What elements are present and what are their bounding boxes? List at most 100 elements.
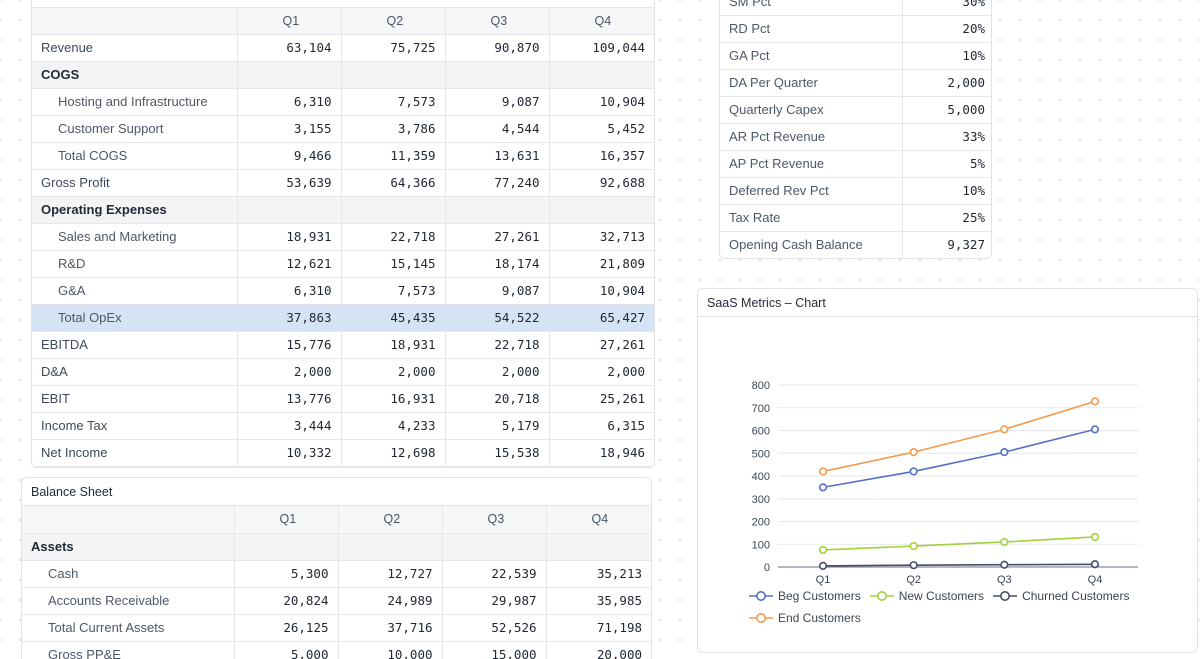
income-cell-q2[interactable]: 4,233 — [341, 412, 446, 440]
income-cell-q1[interactable]: 63,104 — [237, 34, 342, 62]
income-cell-q2[interactable]: 2,000 — [341, 358, 446, 386]
balance-cell-q4[interactable] — [546, 533, 651, 561]
param-value[interactable]: 10% — [902, 42, 991, 70]
income-cell-q1[interactable]: 18,931 — [237, 223, 342, 251]
income-cell-q3[interactable]: 27,261 — [445, 223, 550, 251]
income-cell-q3[interactable] — [445, 196, 550, 224]
income-cell-q2[interactable]: 15,145 — [341, 250, 446, 278]
income-cell-q1[interactable]: 2,000 — [237, 358, 342, 386]
income-col-q2[interactable]: Q2 — [341, 7, 446, 35]
param-value[interactable]: 9,327 — [902, 231, 991, 258]
legend-item-churned-customers[interactable]: Churned Customers — [992, 585, 1129, 607]
legend-item-new-customers[interactable]: New Customers — [869, 585, 984, 607]
income-cell-q3[interactable]: 13,631 — [445, 142, 550, 170]
param-value[interactable]: 20% — [902, 15, 991, 43]
income-cell-q3[interactable]: 22,718 — [445, 331, 550, 359]
income-cell-q3[interactable]: 9,087 — [445, 88, 550, 116]
income-cell-q2[interactable]: 7,573 — [341, 88, 446, 116]
param-value[interactable]: 30% — [902, 0, 991, 16]
income-cell-q1[interactable]: 12,621 — [237, 250, 342, 278]
balance-cell-q3[interactable]: 29,987 — [442, 587, 547, 615]
balance-cell-q3[interactable]: 52,526 — [442, 614, 547, 642]
income-cell-q2[interactable]: 22,718 — [341, 223, 446, 251]
income-cell-q2[interactable]: 7,573 — [341, 277, 446, 305]
income-cell-q3[interactable]: 5,179 — [445, 412, 550, 440]
income-cell-q1[interactable]: 15,776 — [237, 331, 342, 359]
balance-cell-q2[interactable]: 24,989 — [338, 587, 443, 615]
balance-cell-q4[interactable]: 71,198 — [546, 614, 651, 642]
income-cell-q4[interactable]: 92,688 — [549, 169, 654, 197]
income-cell-q2[interactable]: 16,931 — [341, 385, 446, 413]
balance-col-q2[interactable]: Q2 — [338, 506, 443, 534]
balance-cell-q1[interactable]: 26,125 — [234, 614, 339, 642]
balance-cell-q1[interactable] — [234, 533, 339, 561]
income-col-q4[interactable]: Q4 — [549, 7, 654, 35]
income-cell-q2[interactable]: 75,725 — [341, 34, 446, 62]
balance-col-q3[interactable]: Q3 — [442, 506, 547, 534]
income-cell-q1[interactable] — [237, 196, 342, 224]
income-cell-q4[interactable]: 25,261 — [549, 385, 654, 413]
balance-cell-q1[interactable]: 5,300 — [234, 560, 339, 588]
balance-cell-q4[interactable]: 20,000 — [546, 641, 651, 659]
legend-item-end-customers[interactable]: End Customers — [748, 607, 861, 629]
income-cell-q2[interactable]: 45,435 — [341, 304, 446, 332]
income-cell-q4[interactable]: 5,452 — [549, 115, 654, 143]
income-cell-q3[interactable]: 77,240 — [445, 169, 550, 197]
param-value[interactable]: 2,000 — [902, 69, 991, 97]
balance-cell-q2[interactable]: 10,000 — [338, 641, 443, 659]
legend-item-beg-customers[interactable]: Beg Customers — [748, 585, 861, 607]
income-cell-q1[interactable]: 37,863 — [237, 304, 342, 332]
income-cell-q4[interactable]: 109,044 — [549, 34, 654, 62]
balance-cell-q3[interactable]: 22,539 — [442, 560, 547, 588]
income-cell-q3[interactable]: 4,544 — [445, 115, 550, 143]
income-cell-q3[interactable] — [445, 61, 550, 89]
income-cell-q2[interactable]: 64,366 — [341, 169, 446, 197]
income-cell-q2[interactable]: 12,698 — [341, 439, 446, 467]
income-cell-q2[interactable]: 11,359 — [341, 142, 446, 170]
income-cell-q3[interactable]: 9,087 — [445, 277, 550, 305]
income-cell-q1[interactable]: 13,776 — [237, 385, 342, 413]
income-cell-q1[interactable]: 53,639 — [237, 169, 342, 197]
income-cell-q1[interactable] — [237, 61, 342, 89]
income-cell-q4[interactable]: 32,713 — [549, 223, 654, 251]
balance-cell-q4[interactable]: 35,985 — [546, 587, 651, 615]
income-cell-q4[interactable]: 10,904 — [549, 88, 654, 116]
income-cell-q4[interactable]: 18,946 — [549, 439, 654, 467]
balance-col-q4[interactable]: Q4 — [546, 506, 651, 534]
balance-cell-q3[interactable] — [442, 533, 547, 561]
income-cell-q4[interactable] — [549, 196, 654, 224]
balance-cell-q1[interactable]: 5,000 — [234, 641, 339, 659]
income-cell-q4[interactable]: 10,904 — [549, 277, 654, 305]
income-cell-q1[interactable]: 3,444 — [237, 412, 342, 440]
income-cell-q1[interactable]: 6,310 — [237, 88, 342, 116]
income-cell-q4[interactable]: 65,427 — [549, 304, 654, 332]
balance-cell-q2[interactable]: 12,727 — [338, 560, 443, 588]
income-cell-q2[interactable] — [341, 196, 446, 224]
income-col-q1[interactable]: Q1 — [237, 7, 342, 35]
param-value[interactable]: 33% — [902, 123, 991, 151]
income-cell-q4[interactable]: 6,315 — [549, 412, 654, 440]
income-cell-q3[interactable]: 54,522 — [445, 304, 550, 332]
income-cell-q3[interactable]: 18,174 — [445, 250, 550, 278]
income-cell-q1[interactable]: 10,332 — [237, 439, 342, 467]
balance-cell-q3[interactable]: 15,000 — [442, 641, 547, 659]
balance-cell-q4[interactable]: 35,213 — [546, 560, 651, 588]
income-col-q3[interactable]: Q3 — [445, 7, 550, 35]
income-cell-q3[interactable]: 15,538 — [445, 439, 550, 467]
param-value[interactable]: 10% — [902, 177, 991, 205]
balance-col-q1[interactable]: Q1 — [234, 506, 339, 534]
income-cell-q4[interactable]: 2,000 — [549, 358, 654, 386]
income-cell-q4[interactable]: 21,809 — [549, 250, 654, 278]
income-cell-q4[interactable]: 27,261 — [549, 331, 654, 359]
balance-cell-q1[interactable]: 20,824 — [234, 587, 339, 615]
income-cell-q1[interactable]: 6,310 — [237, 277, 342, 305]
param-value[interactable]: 5,000 — [902, 96, 991, 124]
income-cell-q1[interactable]: 9,466 — [237, 142, 342, 170]
income-cell-q4[interactable] — [549, 61, 654, 89]
balance-cell-q2[interactable]: 37,716 — [338, 614, 443, 642]
param-value[interactable]: 5% — [902, 150, 991, 178]
param-value[interactable]: 25% — [902, 204, 991, 232]
income-cell-q3[interactable]: 20,718 — [445, 385, 550, 413]
income-cell-q2[interactable]: 18,931 — [341, 331, 446, 359]
income-cell-q1[interactable]: 3,155 — [237, 115, 342, 143]
